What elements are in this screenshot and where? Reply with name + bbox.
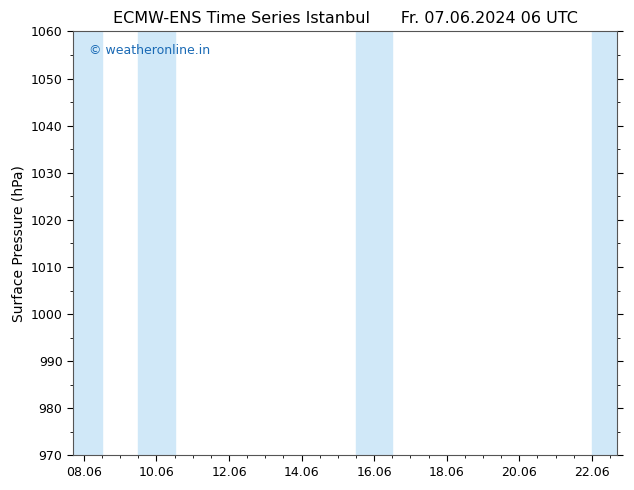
Bar [592, 31, 618, 456]
Y-axis label: Surface Pressure (hPa): Surface Pressure (hPa) [11, 165, 25, 322]
Bar [138, 31, 174, 456]
Title: ECMW-ENS Time Series Istanbul      Fr. 07.06.2024 06 UTC: ECMW-ENS Time Series Istanbul Fr. 07.06.… [113, 11, 578, 26]
Text: © weatheronline.in: © weatheronline.in [89, 44, 210, 57]
Bar [356, 31, 392, 456]
Bar [73, 31, 102, 456]
